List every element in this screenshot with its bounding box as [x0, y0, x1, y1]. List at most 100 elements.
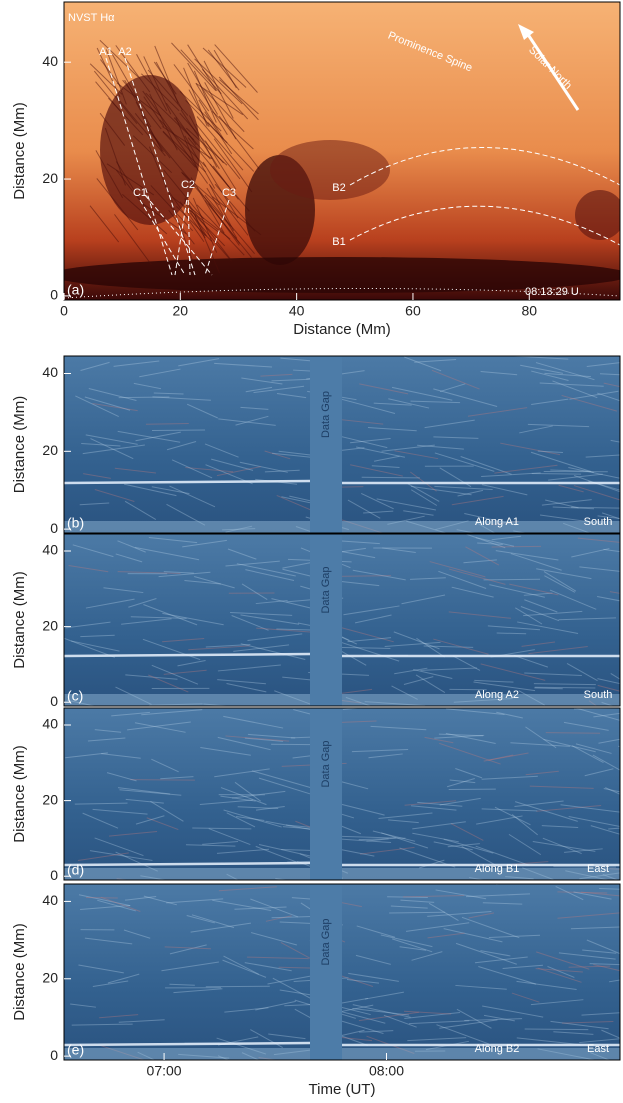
streak — [436, 1024, 490, 1045]
gap-label: Data Gap — [320, 391, 332, 438]
streak — [530, 999, 584, 1006]
streak — [236, 563, 296, 577]
streak — [384, 641, 441, 648]
streak — [434, 734, 485, 739]
streak — [550, 1020, 609, 1030]
arrow — [523, 29, 580, 111]
streak — [522, 867, 554, 880]
streak — [597, 684, 620, 692]
y-tick-label: 0 — [50, 1047, 58, 1063]
streak — [237, 806, 279, 810]
fibril — [162, 130, 207, 173]
streak — [163, 669, 207, 675]
streak — [475, 537, 515, 547]
streak — [402, 895, 465, 898]
streak — [605, 787, 620, 795]
streak — [115, 851, 158, 872]
streak — [354, 614, 392, 624]
streak — [258, 1056, 279, 1060]
streak — [474, 956, 528, 964]
streak — [217, 736, 271, 751]
streak — [208, 828, 251, 846]
streak — [574, 475, 620, 493]
streak — [388, 819, 419, 824]
streak — [342, 835, 406, 839]
streak — [535, 951, 590, 970]
fibril — [168, 209, 195, 245]
streak — [250, 898, 299, 918]
streak — [602, 874, 620, 880]
streak — [464, 513, 517, 526]
fibril — [195, 123, 241, 180]
streak — [134, 722, 186, 733]
fibril — [116, 82, 162, 117]
y-tick-label: 40 — [42, 892, 58, 908]
streak — [433, 841, 473, 851]
fibril — [204, 194, 255, 254]
feature — [575, 190, 620, 240]
streak — [516, 980, 577, 990]
streak — [84, 396, 131, 411]
frame — [63, 533, 621, 707]
streak — [571, 745, 604, 763]
fibril — [218, 115, 260, 170]
streak — [534, 687, 563, 690]
fibril — [214, 44, 258, 93]
streak — [65, 752, 108, 759]
streak — [239, 461, 288, 473]
streak — [64, 637, 116, 658]
streak — [463, 559, 497, 564]
streak — [523, 592, 553, 596]
streak — [390, 905, 428, 909]
streak — [608, 827, 620, 830]
arrow-head — [518, 24, 534, 40]
streak — [410, 485, 472, 496]
streak — [337, 838, 392, 844]
streak — [268, 1033, 306, 1040]
streak — [445, 732, 496, 745]
fibril — [104, 127, 126, 186]
streak — [535, 362, 595, 381]
fibril — [136, 54, 168, 111]
streak — [464, 1018, 523, 1021]
streak — [117, 571, 181, 575]
streak — [467, 407, 528, 417]
streak — [124, 500, 157, 520]
fibril — [134, 112, 171, 159]
frame — [63, 355, 621, 534]
streak — [145, 423, 189, 425]
cut-line — [174, 191, 189, 276]
streak — [211, 458, 254, 471]
annotation: C3 — [222, 187, 236, 199]
streak — [135, 431, 181, 442]
streak — [99, 1044, 146, 1060]
streak — [555, 885, 584, 901]
streak — [127, 721, 191, 731]
data-gap — [310, 708, 342, 880]
fibril — [142, 203, 187, 235]
streak — [517, 621, 579, 634]
streak — [452, 655, 481, 671]
streak — [610, 439, 620, 443]
streak — [494, 464, 558, 474]
x-tick-label: 40 — [289, 303, 305, 319]
streak — [586, 362, 620, 367]
streak — [366, 837, 396, 842]
streak — [495, 550, 559, 561]
fibril — [115, 95, 166, 157]
fibril — [150, 185, 194, 232]
frame — [63, 707, 621, 881]
fibril — [194, 215, 221, 274]
streak — [404, 1011, 461, 1019]
streak — [361, 492, 394, 510]
streak — [376, 498, 436, 511]
streak — [410, 400, 461, 404]
streak — [164, 946, 211, 950]
y-tick-label: 0 — [50, 287, 58, 303]
streak — [264, 469, 300, 473]
streak — [542, 837, 582, 855]
streak — [80, 634, 115, 638]
gap-label: Data Gap — [320, 740, 332, 787]
streak — [230, 612, 293, 616]
streak — [202, 840, 239, 845]
